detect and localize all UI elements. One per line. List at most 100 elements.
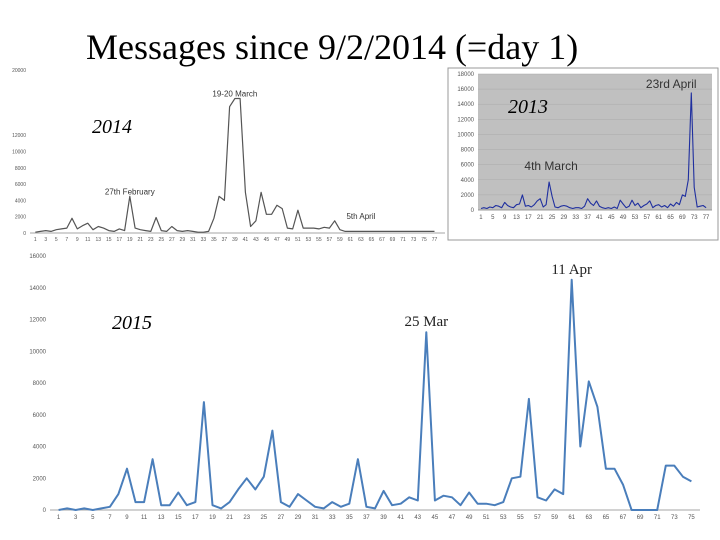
x-tick-label: 19 <box>127 237 133 243</box>
y-tick-label: 14000 <box>457 102 474 108</box>
x-tick-label: 39 <box>232 237 238 243</box>
x-tick-label: 43 <box>414 515 421 521</box>
x-tick-label: 33 <box>201 237 207 243</box>
x-tick-label: 67 <box>620 515 627 521</box>
x-tick-label: 59 <box>337 237 343 243</box>
x-tick-label: 77 <box>432 237 438 243</box>
x-tick-label: 29 <box>180 237 186 243</box>
y-tick-label: 10000 <box>29 349 46 355</box>
annotation-label: 19-20 March <box>212 90 257 99</box>
x-tick-label: 9 <box>125 515 129 521</box>
chart-2014-label: 2014 <box>92 116 132 138</box>
x-tick-label: 61 <box>568 515 575 521</box>
x-tick-label: 1 <box>479 215 483 221</box>
x-tick-label: 9 <box>503 215 507 221</box>
y-tick-label: 10000 <box>12 150 26 156</box>
x-tick-label: 21 <box>226 515 233 521</box>
x-tick-label: 5 <box>55 237 58 243</box>
x-tick-label: 51 <box>483 515 490 521</box>
x-tick-label: 13 <box>96 237 102 243</box>
x-tick-label: 7 <box>108 515 112 521</box>
x-tick-label: 11 <box>141 515 148 521</box>
x-tick-label: 59 <box>551 515 558 521</box>
x-tick-label: 41 <box>243 237 249 243</box>
y-tick-label: 4000 <box>461 178 475 184</box>
x-tick-label: 69 <box>390 237 396 243</box>
x-tick-label: 47 <box>274 237 280 243</box>
x-tick-label: 41 <box>397 515 404 521</box>
x-tick-label: 57 <box>327 237 333 243</box>
series-line <box>58 278 692 511</box>
x-tick-label: 75 <box>688 515 695 521</box>
chart-2013: 0 2000 4000 6000 8000 10000 12000 14000 16000 180… <box>447 67 719 241</box>
x-tick-label: 15 <box>106 237 112 243</box>
series-line <box>35 97 435 233</box>
y-tick-label: 16000 <box>457 87 474 93</box>
y-tick-label: 2000 <box>15 215 26 221</box>
annotation-label: 11 Apr <box>551 262 592 278</box>
y-tick-label: 6000 <box>33 413 47 419</box>
x-tick-label: 37 <box>584 215 591 221</box>
x-tick-label: 77 <box>703 215 710 221</box>
x-tick-label: 45 <box>264 237 270 243</box>
x-tick-label: 43 <box>253 237 259 243</box>
chart-2013-label: 2013 <box>508 96 548 118</box>
x-tick-label: 21 <box>138 237 144 243</box>
x-tick-label: 73 <box>411 237 417 243</box>
y-tick-label: 12000 <box>29 318 46 324</box>
x-tick-label: 49 <box>620 215 627 221</box>
x-tick-label: 1 <box>57 515 61 521</box>
y-tick-label: 0 <box>23 231 26 237</box>
x-tick-label: 45 <box>608 215 615 221</box>
x-tick-label: 65 <box>369 237 375 243</box>
annotation-label: 25 Mar <box>404 314 448 330</box>
annotation-label: 5th April <box>346 212 375 221</box>
x-tick-label: 73 <box>691 215 698 221</box>
x-tick-label: 69 <box>637 515 644 521</box>
x-tick-label: 23 <box>148 237 154 243</box>
x-tick-label: 19 <box>209 515 216 521</box>
y-tick-label: 10000 <box>457 132 474 138</box>
x-tick-label: 65 <box>603 515 610 521</box>
x-tick-label: 31 <box>312 515 319 521</box>
annotation-label: 23rd April <box>646 77 697 91</box>
x-tick-label: 29 <box>295 515 302 521</box>
y-tick-label: 6000 <box>461 163 475 169</box>
y-tick-label: 4000 <box>15 198 26 204</box>
x-tick-label: 27 <box>278 515 285 521</box>
x-tick-label: 23 <box>243 515 250 521</box>
x-tick-label: 17 <box>525 215 532 221</box>
x-tick-label: 53 <box>306 237 312 243</box>
x-tick-label: 29 <box>561 215 568 221</box>
annotation-label: 27th February <box>105 187 155 196</box>
x-tick-label: 49 <box>285 237 291 243</box>
y-tick-label: 18000 <box>457 72 474 78</box>
x-tick-label: 35 <box>346 515 353 521</box>
x-tick-label: 27 <box>169 237 175 243</box>
y-tick-label: 8000 <box>15 166 26 172</box>
y-tick-label: 8000 <box>461 148 475 154</box>
y-tick-label: 2000 <box>461 193 475 199</box>
x-tick-label: 63 <box>358 237 364 243</box>
y-tick-label: 12000 <box>12 133 26 139</box>
x-tick-label: 49 <box>466 515 473 521</box>
chart-2015-label: 2015 <box>112 312 152 334</box>
y-tick-label: 0 <box>43 508 47 514</box>
x-tick-label: 71 <box>400 237 406 243</box>
annotation-label: 4th March <box>524 159 577 173</box>
x-tick-label: 71 <box>654 515 661 521</box>
y-tick-label: 12000 <box>457 117 474 123</box>
x-tick-label: 25 <box>260 515 267 521</box>
x-tick-label: 51 <box>295 237 301 243</box>
x-tick-label: 37 <box>363 515 370 521</box>
x-tick-label: 61 <box>655 215 662 221</box>
x-tick-label: 55 <box>316 237 322 243</box>
x-tick-label: 45 <box>432 515 439 521</box>
x-tick-label: 17 <box>192 515 199 521</box>
x-tick-label: 5 <box>491 215 495 221</box>
plot-area <box>478 74 712 210</box>
x-tick-label: 3 <box>74 515 78 521</box>
x-tick-label: 65 <box>667 215 674 221</box>
x-tick-label: 25 <box>549 215 556 221</box>
x-tick-label: 1 <box>34 237 37 243</box>
